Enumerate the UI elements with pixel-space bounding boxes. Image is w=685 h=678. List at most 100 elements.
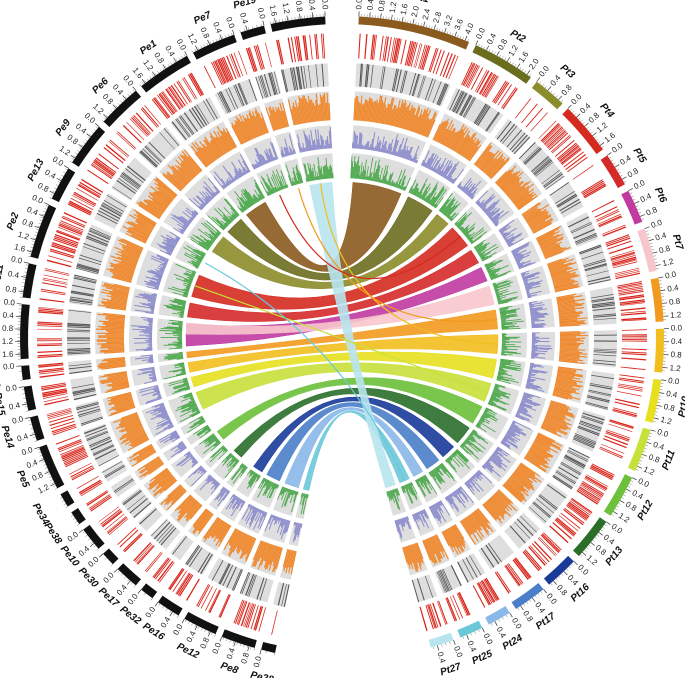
minor-tick <box>226 638 228 642</box>
tick-label: 1.2 <box>17 230 31 242</box>
track-snp-density <box>163 351 184 360</box>
minor-tick <box>252 26 254 29</box>
track-expression <box>464 469 493 495</box>
minor-tick <box>462 37 464 40</box>
tick-label: 0.8 <box>377 0 387 12</box>
track-background <box>68 359 93 374</box>
track-background <box>170 534 194 561</box>
tick-label: 0.4 <box>211 21 224 35</box>
tick-mark <box>247 646 250 652</box>
chromosome-label-Pt1: Pt1 <box>412 0 430 5</box>
minor-tick <box>504 57 507 61</box>
minor-tick <box>93 128 96 131</box>
tick-label: 1.2 <box>670 310 682 320</box>
tick-mark <box>286 15 289 21</box>
minor-tick <box>152 74 154 77</box>
minor-tick <box>79 147 82 150</box>
track-gene-density <box>515 98 548 132</box>
track-gene-density <box>612 374 645 418</box>
tick-label: 0.4 <box>602 533 617 547</box>
minor-tick <box>563 571 566 574</box>
minor-tick <box>65 168 68 171</box>
track-gc-content <box>190 126 237 168</box>
minor-tick <box>122 98 125 101</box>
track-gene-density <box>617 281 647 322</box>
tick-label: 0.8 <box>152 51 166 66</box>
minor-tick <box>624 491 628 494</box>
track-gene-density <box>76 476 103 497</box>
tick-label: 0.8 <box>555 583 569 598</box>
minor-tick <box>494 621 497 624</box>
track-expression <box>170 207 199 235</box>
track-gc-content <box>174 494 203 522</box>
tick-label: 0.8 <box>594 543 609 557</box>
track-expression <box>188 177 221 211</box>
minor-tick <box>75 521 78 523</box>
track-gene-density <box>605 234 641 280</box>
tick-label: 0.4 <box>667 283 680 294</box>
minor-tick <box>544 86 547 89</box>
chromosome-Pt4 <box>562 108 603 155</box>
chromosome-label-Pe12: Pe12 <box>175 641 201 661</box>
minor-tick <box>645 445 649 447</box>
minor-tick <box>188 621 190 624</box>
synteny-thin-link <box>319 183 498 345</box>
tick-mark <box>44 471 50 475</box>
chromosome-label-Pt13: Pt13 <box>604 544 626 568</box>
minor-tick <box>640 457 644 459</box>
chromosome-Pe14 <box>29 415 45 441</box>
chromosome-label-Pt17: Pt17 <box>534 611 558 633</box>
tick-label: 0.4 <box>115 582 129 597</box>
minor-tick <box>596 138 599 141</box>
minor-tick <box>454 34 456 37</box>
minor-tick <box>462 636 464 639</box>
minor-tick <box>444 30 446 33</box>
track-snp-density <box>260 169 289 197</box>
tick-mark <box>122 95 127 100</box>
minor-tick <box>643 451 646 453</box>
chromosome-Pe32 <box>141 583 158 599</box>
minor-tick <box>132 89 135 92</box>
tick-label: 0.8 <box>198 636 211 650</box>
minor-tick <box>53 485 56 487</box>
track-background <box>163 198 199 235</box>
track-background <box>209 151 251 190</box>
minor-tick <box>634 202 637 204</box>
minor-tick <box>38 452 42 454</box>
minor-tick <box>45 205 49 207</box>
tick-label: 0.0 <box>126 592 140 607</box>
track-expression <box>170 440 187 458</box>
minor-tick <box>41 213 45 216</box>
track-gc-content <box>353 95 437 138</box>
tick-label: 0.0 <box>252 655 264 669</box>
minor-tick <box>586 547 589 550</box>
minor-tick <box>507 59 509 62</box>
tick-label: 0.8 <box>239 651 251 665</box>
tick-label: 0.0 <box>510 616 524 631</box>
minor-tick <box>221 36 224 39</box>
minor-tick <box>83 141 86 144</box>
track-gc-content <box>162 149 203 192</box>
minor-tick <box>580 119 583 122</box>
chromosome-label-Pt11: Pt11 <box>660 448 678 471</box>
minor-tick <box>568 566 571 569</box>
track-snp-density <box>163 298 187 318</box>
tick-label: 1.2 <box>642 465 656 478</box>
minor-tick <box>149 76 152 79</box>
minor-tick <box>110 110 113 113</box>
minor-tick <box>467 39 469 42</box>
track-expression <box>131 316 154 352</box>
tick-label: 1.6 <box>13 242 27 254</box>
track-repeat-density <box>518 142 565 190</box>
tick-label: 4.0 <box>463 21 476 35</box>
track-gene-density <box>152 557 175 583</box>
tick-label: 0.8 <box>294 0 304 13</box>
minor-tick <box>29 249 33 251</box>
minor-tick <box>117 570 120 573</box>
tick-label: 1.6 <box>2 350 14 360</box>
minor-tick <box>150 598 153 601</box>
minor-tick <box>464 38 467 41</box>
minor-tick <box>239 643 241 647</box>
tick-mark <box>232 29 235 35</box>
track-gc-content <box>231 108 269 145</box>
